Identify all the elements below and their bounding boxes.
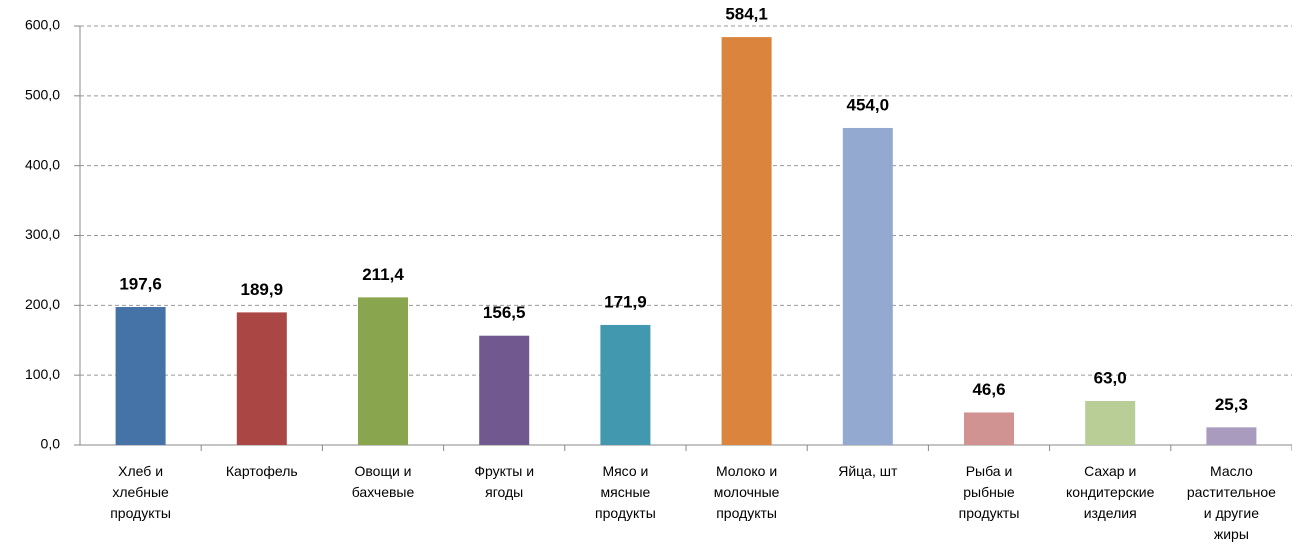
y-tick-label: 0,0	[41, 436, 61, 452]
value-label: 454,0	[847, 95, 890, 114]
bar	[721, 37, 772, 445]
y-tick-label: 300,0	[25, 226, 60, 242]
x-tick-label: Масло растительное и другие жиры	[1187, 463, 1276, 542]
y-tick-label: 200,0	[25, 296, 60, 312]
bar	[842, 127, 893, 445]
y-tick-label: 100,0	[25, 366, 60, 382]
value-label: 211,4	[362, 265, 404, 284]
x-tick-label: Хлеб и хлебные продукты	[110, 463, 171, 521]
bar	[479, 335, 530, 445]
value-label: 63,0	[1094, 368, 1127, 387]
bar	[115, 307, 166, 445]
value-label: 25,3	[1215, 395, 1248, 414]
y-tick-label: 400,0	[25, 156, 60, 172]
x-tick-label: Яйца, шт	[838, 463, 898, 479]
x-tick-label: Картофель	[226, 463, 298, 479]
value-label: 156,5	[483, 303, 526, 322]
bar	[358, 297, 408, 445]
y-tick-label: 500,0	[25, 87, 60, 103]
value-label: 197,6	[119, 274, 162, 293]
x-tick-label: Мясо и мясные продукты	[595, 463, 656, 521]
x-tick-label: Овощи и бахчевые	[352, 463, 415, 500]
x-tick-label: Рыба и рыбные продукты	[959, 463, 1020, 521]
bar	[964, 412, 1014, 445]
bar	[1085, 401, 1136, 445]
value-label: 584,1	[725, 5, 768, 24]
bar	[236, 312, 287, 445]
x-tick-label: Сахар и кондитерские изделия	[1066, 463, 1155, 521]
x-tick-label: Фрукты и ягоды	[474, 463, 534, 500]
x-tick-label: Молоко и молочные продукты	[714, 463, 780, 521]
y-tick-label: 600,0	[25, 17, 60, 33]
value-label: 171,9	[604, 292, 647, 311]
value-label: 46,6	[972, 380, 1005, 399]
value-label: 189,9	[241, 280, 284, 299]
bar	[600, 324, 651, 445]
bar	[1206, 427, 1257, 445]
